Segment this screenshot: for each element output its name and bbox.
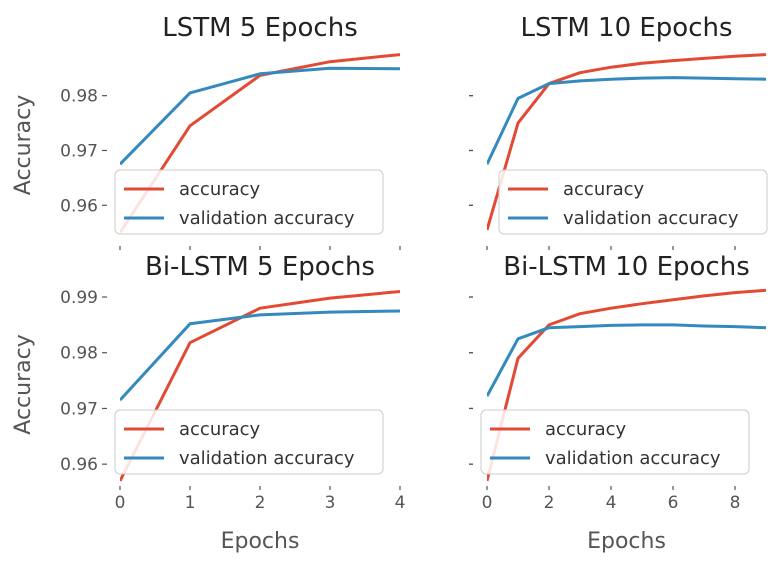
series-line-validation-accuracy: [120, 66, 400, 166]
legend-box: [480, 409, 750, 475]
series-line-accuracy: [487, 53, 766, 231]
legend-label: accuracy: [563, 179, 645, 200]
chart-title: Bi-LSTM 5 Epochs: [145, 252, 375, 282]
chart-title: LSTM 5 Epochs: [162, 13, 358, 43]
x-axis-label: Epochs: [587, 529, 666, 554]
x-tick-label: 0: [115, 493, 126, 513]
x-tick-label: 3: [325, 493, 336, 513]
x-tick-label: 6: [668, 493, 679, 513]
legend-label: accuracy: [545, 419, 627, 440]
legend-box: [114, 169, 384, 235]
y-tick-label: 0.96: [60, 196, 98, 216]
panel-lstm-5-epochs: LSTM 5 Epochs 0.96 0.97 0.98 Accuracy accurac…: [11, 13, 401, 250]
panel-bilstm-5-epochs: Bi-LSTM 5 Epochs 0.96 0.97 0.98 0.99 0 1 2 3 4 Acc…: [11, 252, 405, 554]
y-tick-label: 0.99: [60, 288, 98, 308]
y-axis-label: Accuracy: [11, 95, 36, 195]
x-tick-label: 0: [482, 493, 493, 513]
y-tick-label: 0.98: [60, 344, 98, 364]
legend-label: validation accuracy: [545, 448, 721, 469]
x-tick-label: 8: [730, 493, 741, 513]
x-tick-label: 4: [395, 493, 406, 513]
y-tick-label: 0.97: [60, 141, 98, 161]
series-line-accuracy: [120, 53, 400, 234]
y-axis-label: Accuracy: [11, 334, 36, 434]
series-line-validation-accuracy: [120, 309, 400, 402]
panel-bilstm-10-epochs: Bi-LSTM 10 Epochs 0 2 4 6 8 Epochs accuracy vali…: [469, 252, 766, 554]
y-tick-label: 0.98: [60, 87, 98, 107]
panel-lstm-10-epochs: LSTM 10 Epochs accuracy validation accurac…: [469, 13, 768, 250]
legend-label: validation accuracy: [563, 208, 739, 229]
x-tick-label: 2: [255, 493, 266, 513]
x-axis-label: Epochs: [221, 529, 300, 554]
chart-title: LSTM 10 Epochs: [520, 13, 732, 43]
y-tick-label: 0.96: [60, 455, 98, 475]
chart-title: Bi-LSTM 10 Epochs: [503, 252, 750, 282]
legend-label: accuracy: [179, 179, 261, 200]
x-tick-label: 1: [185, 493, 196, 513]
legend-box: [114, 409, 384, 475]
x-tick-label: 2: [544, 493, 555, 513]
legend-label: accuracy: [179, 419, 261, 440]
y-tick-label: 0.97: [60, 399, 98, 419]
series-line-accuracy: [487, 288, 766, 482]
series-line-validation-accuracy: [487, 76, 766, 165]
series-line-accuracy: [120, 290, 400, 482]
series-line-validation-accuracy: [487, 323, 766, 397]
x-tick-label: 4: [606, 493, 617, 513]
legend-box: [498, 169, 768, 235]
legend-label: validation accuracy: [179, 448, 355, 469]
legend-label: validation accuracy: [179, 208, 355, 229]
